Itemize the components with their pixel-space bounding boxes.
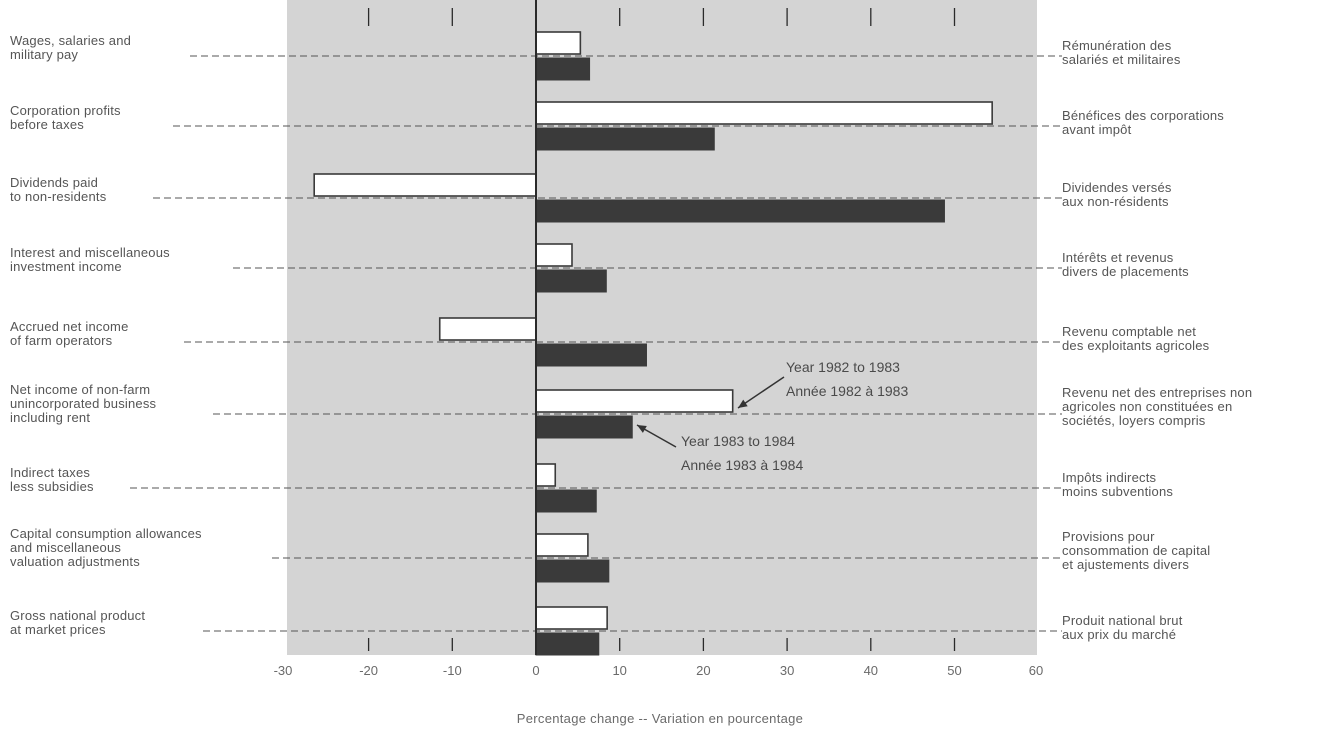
bar-1982-1983 <box>535 533 589 557</box>
bar-1982-1983 <box>438 317 537 341</box>
x-tick-label: -30 <box>274 663 293 678</box>
category-label-en: to non-residents <box>10 189 107 204</box>
annotations: Year 1982 to 1983 Année 1982 à 1983 Year 1… <box>636 359 908 473</box>
category-label-en: Accrued net income <box>10 319 129 334</box>
x-tick-label: 10 <box>612 663 626 678</box>
category-label-fr: Rémunération des <box>1062 38 1172 53</box>
category-label-fr: aux prix du marché <box>1062 627 1176 642</box>
category-label-en: valuation adjustments <box>10 554 140 569</box>
category-label-fr: aux non-résidents <box>1062 194 1169 209</box>
x-tick-label: 40 <box>864 663 878 678</box>
category-label-fr: Revenu net des entreprises non <box>1062 385 1252 400</box>
category-label-fr: sociétés, loyers compris <box>1062 413 1206 428</box>
category-label-fr: agricoles non constituées en <box>1062 399 1232 414</box>
annotation-arrowhead <box>738 399 748 408</box>
bar-1982-1983 <box>535 101 993 125</box>
category-label-fr: Provisions pour <box>1062 529 1155 544</box>
category-label-en: Wages, salaries and <box>10 33 131 48</box>
bars <box>313 31 993 656</box>
bar-1982-1983 <box>535 31 582 55</box>
leader-lines <box>130 55 1062 632</box>
x-tick-label: -10 <box>443 663 462 678</box>
bar-1983-1984 <box>535 489 597 513</box>
category-label-en: unincorporated business <box>10 396 157 411</box>
bar-1983-1984 <box>535 269 607 293</box>
category-label-en: less subsidies <box>10 479 94 494</box>
category-label-en: investment income <box>10 259 122 274</box>
x-tick-label: 0 <box>532 663 539 678</box>
bar-1983-1984 <box>535 632 600 656</box>
category-label-fr: Dividendes versés <box>1062 180 1172 195</box>
bar-1982-1983 <box>535 463 557 487</box>
category-label-fr: Intérêts et revenus <box>1062 250 1174 265</box>
annotation-arrow <box>737 376 785 409</box>
annotation-label: Year 1982 to 1983 <box>786 359 900 375</box>
bar-1983-1984 <box>535 57 591 81</box>
annotation-label: Année 1983 à 1984 <box>681 457 803 473</box>
x-tick-label: 20 <box>696 663 710 678</box>
category-label-fr: moins subventions <box>1062 484 1173 499</box>
x-tick-label: 50 <box>947 663 961 678</box>
category-label-fr: avant impôt <box>1062 122 1132 137</box>
category-label-en: of farm operators <box>10 333 113 348</box>
annotation-label: Year 1983 to 1984 <box>681 433 795 449</box>
category-label-en: Indirect taxes <box>10 465 90 480</box>
x-tick-labels: -30 -20 -10 0 10 20 30 40 50 60 <box>274 663 1044 678</box>
bar-1983-1984 <box>535 199 945 223</box>
x-tick-label: 60 <box>1029 663 1043 678</box>
bar-1983-1984 <box>535 127 715 151</box>
category-label-en: Corporation profits <box>10 103 121 118</box>
category-label-fr: Impôts indirects <box>1062 470 1157 485</box>
bar-1982-1983 <box>313 173 537 197</box>
category-label-en: at market prices <box>10 622 106 637</box>
category-label-en: Gross national product <box>10 608 145 623</box>
category-label-fr: Revenu comptable net <box>1062 324 1196 339</box>
category-label-en: military pay <box>10 47 78 62</box>
category-label-en: and miscellaneous <box>10 540 121 555</box>
category-label-en: Dividends paid <box>10 175 98 190</box>
x-axis-label: Percentage change -- Variation en pource… <box>517 711 803 726</box>
plot-area <box>287 0 1037 655</box>
category-label-en: Interest and miscellaneous <box>10 245 170 260</box>
annotation-label: Année 1982 à 1983 <box>786 383 908 399</box>
category-label-en: including rent <box>10 410 90 425</box>
x-tick-label: -20 <box>359 663 378 678</box>
x-tick-label: 30 <box>780 663 794 678</box>
annotation-arrowhead <box>637 425 647 433</box>
category-label-en: Capital consumption allowances <box>10 526 202 541</box>
bar-1982-1983 <box>535 606 608 630</box>
category-label-fr: salariés et militaires <box>1062 52 1181 67</box>
category-label-fr: et ajustements divers <box>1062 557 1189 572</box>
tick-marks <box>367 8 956 651</box>
bar-1983-1984 <box>535 559 610 583</box>
bar-1983-1984 <box>535 415 633 439</box>
category-label-fr: divers de placements <box>1062 264 1189 279</box>
category-label-en: Net income of non-farm <box>10 382 150 397</box>
bar-1983-1984 <box>535 343 647 367</box>
category-label-fr: consommation de capital <box>1062 543 1210 558</box>
category-label-en: before taxes <box>10 117 84 132</box>
category-label-fr: Bénéfices des corporations <box>1062 108 1224 123</box>
bar-1982-1983 <box>535 243 573 267</box>
bar-1982-1983 <box>535 389 734 413</box>
category-label-fr: Produit national brut <box>1062 613 1183 628</box>
category-label-fr: des exploitants agricoles <box>1062 338 1210 353</box>
